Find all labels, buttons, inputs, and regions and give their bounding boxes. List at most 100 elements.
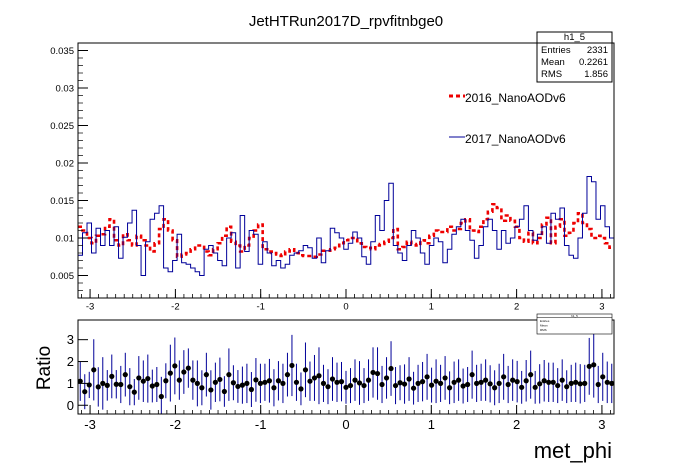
ratio-point (361, 382, 367, 389)
ratio-point (190, 377, 196, 383)
ratio-point (91, 367, 97, 373)
ratio-point (118, 381, 124, 388)
ratio-point (451, 379, 457, 385)
ratio-point (266, 378, 273, 384)
series-2017-line (78, 176, 614, 276)
ratio-point (176, 377, 182, 383)
ratio-point (541, 378, 547, 384)
ratio-point (163, 378, 169, 384)
ratio-point (221, 388, 227, 395)
ratio-point (469, 372, 475, 378)
ratio-point (253, 377, 259, 383)
ratio-point (379, 381, 385, 388)
main-y-tick-label: 0.005 (50, 271, 74, 282)
ratio-point (149, 383, 155, 389)
ratio-point (460, 383, 466, 389)
legend-label-2017: 2017_NanoAODv6 (465, 132, 566, 146)
main-x-tick-label: 1 (429, 302, 434, 313)
stats-box: h1_5 Entries 2331 Mean 0.2261 RMS 1.856 (536, 31, 613, 83)
ratio-point (388, 365, 394, 372)
ratio-point (280, 380, 286, 386)
ratio-y-tick-label: 3 (67, 332, 74, 347)
ratio-point (577, 381, 583, 387)
ratio-point (257, 380, 264, 386)
ratio-points (77, 332, 615, 414)
series-2016-line (78, 202, 614, 259)
ratio-point (356, 380, 363, 386)
ratio-point (550, 379, 556, 385)
ratio-point (217, 376, 223, 383)
ratio-x-tick-label: 3 (598, 417, 605, 432)
main-y-tick-label: 0.01 (56, 233, 75, 244)
ratio-point (271, 385, 277, 391)
ratio-point (528, 372, 534, 378)
ratio-point (501, 374, 507, 380)
main-x-tick-label: -1 (256, 302, 264, 313)
ratio-point (586, 363, 592, 369)
main-x-tick-label: 2 (514, 302, 519, 313)
ratio-panel: 0 1 2 3 -3 -2 -1 0 1 2 3 Ratio met_phi (34, 319, 615, 463)
ratio-point (208, 387, 214, 393)
ratio-point (456, 377, 462, 383)
ratio-point (604, 379, 610, 385)
ratio-point (523, 378, 529, 384)
main-y-tick-label: 0.02 (56, 158, 75, 169)
ratio-point (496, 380, 502, 386)
ratio-stats-box: h1_5 Entries Mean RMS (536, 313, 613, 335)
ratio-point (140, 378, 146, 384)
main-panel: 0.005 0.01 0.015 0.02 0.025 0.03 0.035 -3 -2 -1 0… (50, 42, 615, 313)
ratio-point (519, 384, 525, 390)
ratio-point (181, 369, 187, 375)
ratio-point (374, 370, 381, 377)
ratio-point (568, 380, 574, 386)
ratio-point (415, 380, 421, 386)
ratio-point (329, 376, 336, 382)
ratio-stats-title: h1_5 (571, 314, 578, 318)
ratio-point (532, 384, 538, 390)
ratio-x-tick-label: 2 (513, 417, 520, 432)
ratio-point (298, 386, 304, 392)
ratio-point (595, 381, 601, 388)
ratio-point (338, 379, 345, 385)
stats-title: h1_5 (564, 32, 585, 43)
ratio-point (365, 377, 372, 383)
ratio-point (158, 393, 164, 400)
ratio-point (474, 380, 480, 386)
ratio-point (302, 367, 309, 373)
ratio-point (465, 381, 471, 388)
ratio-point (95, 384, 101, 390)
ratio-point (122, 372, 128, 378)
ratio-y-axis: 0 1 2 3 (67, 332, 88, 413)
ratio-point (609, 380, 615, 386)
series-2016-step (78, 202, 614, 259)
ratio-y-tick-label: 2 (67, 354, 74, 369)
ratio-point (406, 376, 412, 382)
ratio-x-axis: -3 -2 -1 0 1 2 3 (81, 405, 611, 432)
ratio-x-tick-label: -2 (170, 417, 182, 432)
ratio-point (113, 381, 119, 387)
ratio-point (383, 375, 390, 381)
ratio-point (104, 382, 110, 388)
ratio-point (145, 375, 151, 382)
ratio-stats-label-entries: Entries (540, 319, 550, 323)
ratio-point (275, 378, 282, 384)
ratio-point (77, 378, 83, 384)
ratio-stats-label-mean: Mean (540, 324, 548, 328)
stats-value-mean: 0.2261 (579, 57, 608, 68)
ratio-point (194, 380, 200, 386)
ratio-point (343, 384, 349, 390)
main-frame (77, 42, 615, 299)
ratio-point (591, 362, 597, 368)
main-x-tick-label: 0 (343, 302, 348, 313)
ratio-point (424, 374, 430, 380)
ratio-point (419, 379, 426, 385)
ratio-point (442, 375, 448, 381)
ratio-point (239, 382, 246, 388)
ratio-point (320, 380, 327, 386)
ratio-point (212, 379, 218, 385)
ratio-y-label: Ratio (34, 346, 55, 390)
ratio-x-tick-label: 0 (342, 417, 349, 432)
ratio-point (127, 384, 133, 390)
ratio-point (428, 382, 435, 388)
